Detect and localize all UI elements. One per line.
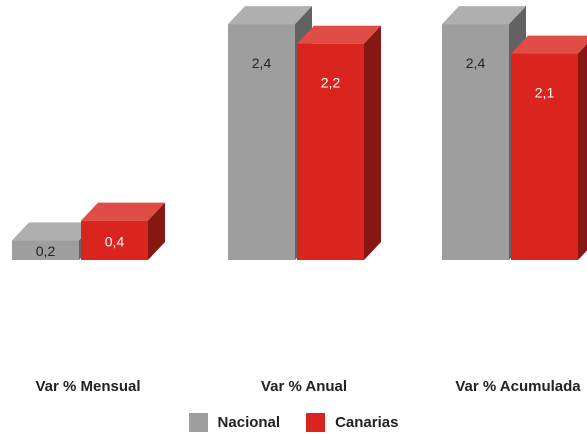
legend-swatch-nacional [188,412,208,432]
data-label-nacional-0: 0,2 [36,243,56,259]
bar-top-face [442,6,526,25]
data-label-canarias-2: 2,1 [535,85,555,101]
bar-front-face [297,43,364,260]
bar-side-face [148,202,165,260]
bar-canarias-2: 2,1 [511,35,587,260]
bar-top-face [81,202,165,221]
bar-side-face [364,25,381,260]
bar-front-face [442,24,509,260]
data-label-nacional-1: 2,4 [252,55,272,71]
data-label-canarias-0: 0,4 [105,233,125,249]
legend-label-canarias: Canarias [335,413,399,431]
data-label-nacional-2: 2,4 [466,55,486,71]
category-label-0: Var % Mensual [35,378,140,395]
bar-top-face [228,6,312,25]
legend-label-nacional: Nacional [217,413,281,431]
bar-chart: 0,2 0,4 2,4 2,2 2,4 2,1 Var % Mensual Var % An… [12,6,587,395]
bar-top-face [511,35,587,54]
bar-front-face [81,220,148,260]
legend-item-canarias: Canarias [306,412,399,432]
legend-item-nacional: Nacional [188,412,281,432]
bar-canarias-0: 0,4 [81,202,165,260]
bar-top-face [12,222,96,241]
category-labels: Var % Mensual Var % Anual Var % Acumulada [35,378,581,395]
category-label-1: Var % Anual [261,378,347,395]
legend-swatch-canarias [306,412,326,432]
bar-top-face [297,25,381,44]
bar-front-face [511,53,578,260]
bar-canarias-1: 2,2 [297,25,381,260]
legend: Nacional Canarias [0,410,587,434]
bar-front-face [228,24,295,260]
bar-front-face [12,240,79,260]
category-label-2: Var % Acumulada [455,378,581,395]
bars-layer: 0,2 0,4 2,4 2,2 2,4 2,1 [12,6,587,260]
data-label-canarias-1: 2,2 [321,75,341,91]
bar-side-face [578,44,587,260]
